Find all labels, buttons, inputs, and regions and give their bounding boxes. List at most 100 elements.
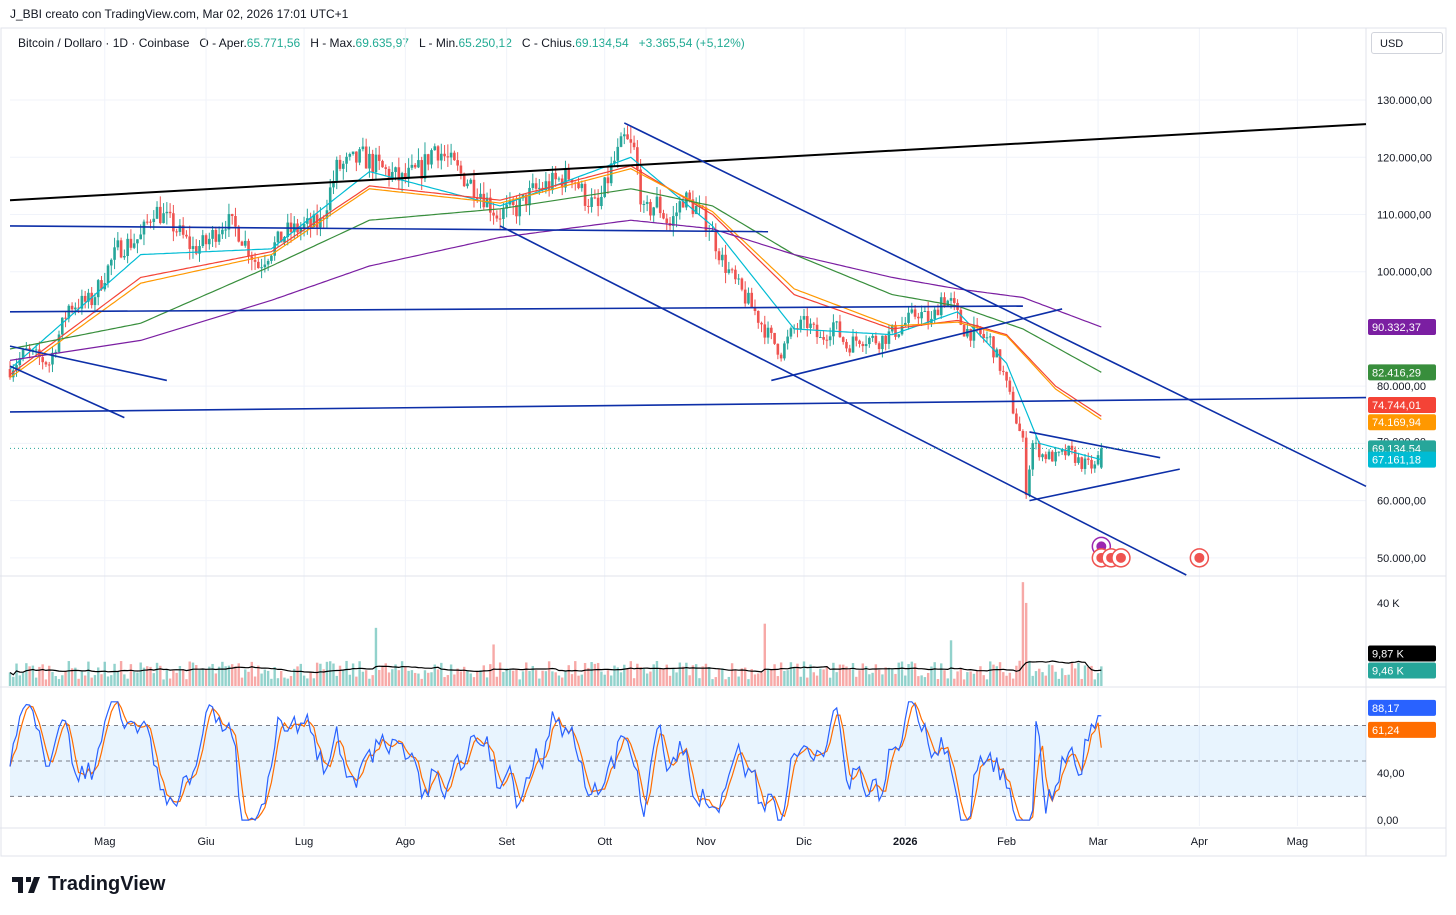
candle-body <box>410 164 414 168</box>
candle-body <box>390 171 394 180</box>
candle-body <box>44 362 48 365</box>
candle-body <box>41 357 44 363</box>
volume-bar <box>247 671 250 686</box>
candle-body <box>96 280 100 298</box>
volume-bar <box>1054 671 1057 686</box>
volume-bar <box>740 668 744 686</box>
volume-bar <box>678 662 682 686</box>
candle-body <box>1015 413 1018 424</box>
volume-bar <box>1015 665 1018 686</box>
candle-body <box>70 305 74 310</box>
candle-body <box>413 164 417 168</box>
candle-body <box>1086 458 1090 460</box>
candle-body <box>724 254 727 273</box>
candle-body <box>34 349 38 351</box>
economic-event-flag-icon-dot <box>1115 552 1126 563</box>
candle-body <box>841 337 845 342</box>
currency-selector[interactable]: USD <box>1371 32 1443 54</box>
candle-body <box>871 335 874 338</box>
candle-body <box>456 160 459 166</box>
candle-body <box>547 181 551 191</box>
candle-body <box>819 337 822 339</box>
candle-body <box>204 235 208 245</box>
volume-bar <box>332 663 335 686</box>
candle-body <box>328 187 332 211</box>
candle-body <box>606 177 610 184</box>
candle-body <box>603 177 606 197</box>
candle-body <box>178 225 182 232</box>
candle-body <box>1070 445 1074 450</box>
candle-body <box>263 264 267 268</box>
volume-bar <box>374 627 378 686</box>
volume-bar <box>851 663 855 686</box>
candle-body <box>152 218 156 223</box>
volume-bar <box>858 670 861 686</box>
volume-bar <box>806 677 809 686</box>
low-label: L - Min. <box>418 36 459 50</box>
volume-bar <box>54 676 57 686</box>
volume-bar <box>162 679 165 686</box>
symbol-name[interactable]: Bitcoin / Dollaro · 1D · Coinbase <box>18 36 190 50</box>
volume-bar <box>845 666 848 686</box>
volume-bar <box>103 661 106 686</box>
candle-body <box>87 292 90 302</box>
candle-body <box>779 354 783 359</box>
candle-body <box>737 278 740 280</box>
volume-bar <box>766 668 770 686</box>
volume-axis-tick-0: 40 K <box>1377 598 1400 610</box>
candle-body <box>270 255 273 261</box>
candle-body <box>11 370 15 378</box>
candle-body <box>489 197 492 213</box>
chart-frame <box>0 27 1447 857</box>
candle-body <box>109 259 113 266</box>
volume-bar <box>348 674 352 686</box>
grid-lines <box>10 28 1366 826</box>
volume-bar <box>802 661 806 686</box>
volume-bar <box>387 672 391 686</box>
candle-body <box>743 289 747 304</box>
volume-bar <box>306 678 309 686</box>
volume-bar <box>891 668 894 686</box>
volume-bar <box>681 666 685 686</box>
oscillator-axis-tick-0: 0,00 <box>1377 815 1398 827</box>
candle-body <box>54 351 58 353</box>
price-axis-tick-7: 50.000,00 <box>1377 553 1426 565</box>
volume-bar <box>1096 673 1100 686</box>
price-chart[interactable]: 130.000,00 120.000,00 110.000,00 100.000,00… <box>0 0 1456 870</box>
volume-bar <box>897 662 900 686</box>
volume-bar <box>776 676 780 686</box>
candle-body <box>868 337 871 345</box>
candle-body <box>247 240 250 257</box>
candle-body <box>116 240 120 248</box>
candle-body <box>299 228 303 233</box>
volume-bar <box>15 663 18 686</box>
volume-bar <box>985 679 989 686</box>
candle-body <box>809 323 812 328</box>
candle-body <box>1047 451 1051 460</box>
candle-body <box>544 181 548 190</box>
candle-body <box>276 231 280 243</box>
trendline-6 <box>771 308 1063 382</box>
volume-bar <box>547 661 551 686</box>
candle-body <box>613 160 616 164</box>
candle-body <box>502 208 505 219</box>
tradingview-brand[interactable]: TradingView <box>12 873 165 896</box>
candle-body <box>466 183 469 187</box>
economic-event-flag-icon-dot <box>1194 552 1205 563</box>
tag-ema-100-bg <box>1368 319 1436 336</box>
volume-bar <box>44 679 48 686</box>
volume-bar <box>433 664 436 686</box>
candle-body <box>1021 431 1025 438</box>
candle-body <box>649 201 652 216</box>
volume-bar <box>701 666 704 686</box>
candle-body <box>1100 448 1103 468</box>
candle-body <box>1024 437 1028 495</box>
candle-body <box>854 336 858 341</box>
economic-event-flag-icon <box>1111 548 1131 568</box>
volume-bar <box>642 668 646 686</box>
candle-body <box>665 218 669 224</box>
tag-ema-34-bg <box>1368 414 1436 431</box>
candles <box>8 125 1103 499</box>
volume-bar <box>972 673 976 686</box>
volume-bar <box>570 674 574 686</box>
